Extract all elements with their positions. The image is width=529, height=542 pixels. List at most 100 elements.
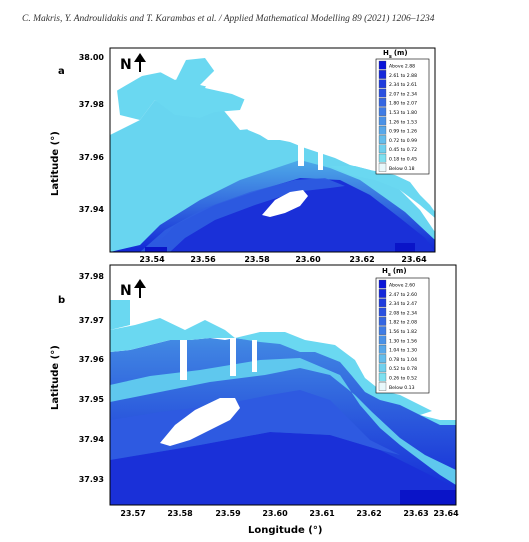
panel-b-xlabel: Longitude (°) (248, 525, 323, 536)
legend-swatch (378, 144, 387, 154)
legend-label: 0.26 to 0.52 (389, 376, 417, 382)
panel-a (110, 48, 435, 252)
panel-b-ytick-3: 37.96 (79, 355, 105, 364)
panel-b-xtick-5: 23.61 (309, 509, 335, 518)
panel-b-pier-2 (230, 338, 236, 376)
panel-a-mid-water (140, 178, 345, 252)
panel-a-strait (330, 166, 435, 218)
legend-swatch (378, 298, 387, 308)
panel-a-ytick-4: 37.94 (79, 205, 105, 214)
panel-b-xtick-6: 23.62 (356, 509, 381, 518)
panel-a-xticks: 23.54 23.56 23.58 23.60 23.62 23.64 (139, 255, 427, 264)
panel-b-xtick-8: 23.64 (433, 509, 459, 518)
panel-a-harbour-cyan (117, 55, 245, 120)
legend-swatch (378, 279, 387, 289)
page-header: C. Makris, Y. Androulidakis and T. Karam… (22, 14, 435, 24)
legend-swatch (378, 317, 387, 326)
legend-swatch (378, 125, 387, 135)
panel-b-ytick-5: 37.94 (79, 435, 105, 444)
legend-swatch (378, 60, 387, 70)
legend-swatch (378, 326, 387, 335)
legend-swatch (378, 98, 387, 107)
panel-a-legend-title: Hs (m) (383, 49, 408, 60)
panel-a-xtick-2: 23.56 (190, 255, 216, 264)
legend-label: 1.56 to 1.82 (389, 329, 417, 335)
panel-a-xtick-6: 23.64 (401, 255, 427, 264)
panel-b-xtick-7: 23.63 (403, 509, 428, 518)
panel-b-pier-1 (180, 340, 187, 380)
panel-b-xtick-2: 23.58 (167, 509, 193, 518)
panel-a-ytick-2: 37.98 (79, 100, 105, 109)
panel-b-ytick-2: 37.97 (79, 316, 104, 325)
panel-a-frame (109, 47, 436, 253)
panel-a-north-arrow-icon (134, 53, 146, 72)
legend-label: 2.61 to 2.88 (389, 73, 417, 79)
legend-swatch (378, 79, 387, 89)
legend-label: 1.53 to 1.80 (389, 110, 417, 116)
legend-label: Above 2.60 (389, 283, 415, 289)
legend-label: 1.30 to 1.56 (389, 338, 417, 344)
panel-a-pier-1 (298, 138, 304, 166)
panel-b-pier-3 (252, 340, 257, 372)
panel-b-ytick-1: 37.98 (79, 272, 105, 281)
legend-swatch (378, 153, 387, 163)
legend-label: 0.99 to 1.26 (389, 129, 417, 135)
legend-swatch (378, 382, 387, 391)
legend-label: 2.34 to 2.47 (389, 301, 417, 307)
legend-label: Above 2.88 (389, 64, 415, 70)
legend-swatch (378, 307, 387, 317)
panel-b-legend: Hs (m) Above 2.60 2.47 to 2.60 2.34 to 2.47… (375, 267, 430, 394)
panel-a-xtick-3: 23.58 (244, 255, 270, 264)
panel-b-xtick-1: 23.57 (120, 509, 145, 518)
panel-b-topleft-cyan (110, 300, 130, 330)
panel-b-harbour-cyan-2 (235, 332, 456, 425)
legend-label: Below 0.13 (389, 385, 415, 391)
legend-label: 0.52 to 0.78 (389, 366, 417, 372)
legend-swatch (378, 163, 387, 172)
legend-label: Below 0.18 (389, 166, 415, 172)
legend-label: 1.26 to 1.53 (389, 119, 417, 125)
panel-a-xtick-5: 23.62 (349, 255, 374, 264)
legend-swatch (378, 372, 387, 382)
panel-a-north-label: N (120, 57, 132, 73)
legend-label: 1.04 to 1.30 (389, 348, 417, 354)
legend-label: 1.80 to 2.07 (389, 101, 417, 107)
panel-a-ytick-1: 38.00 (79, 53, 105, 62)
panel-a-pier-2 (318, 146, 323, 170)
legend-swatch (378, 107, 387, 116)
legend-label: 2.08 to 2.34 (389, 310, 417, 316)
legend-swatch (378, 335, 387, 345)
legend-label: 2.07 to 2.34 (389, 91, 417, 97)
panel-b-ytick-6: 37.93 (79, 475, 104, 484)
panel-b-dark-strip (400, 490, 456, 505)
panel-a-shallow-band (110, 100, 435, 252)
panel-b-yticks: 37.98 37.97 37.96 37.95 37.94 37.93 (79, 272, 105, 484)
panel-b-east-land (420, 410, 456, 420)
panel-a-xtick-1: 23.54 (139, 255, 165, 264)
legend-label: 1.82 to 2.08 (389, 320, 417, 326)
panel-a-letter: a (58, 66, 65, 77)
panel-b-xtick-3: 23.59 (215, 509, 241, 518)
panel-b-xtick-4: 23.60 (262, 509, 288, 518)
panel-a-north-land (110, 48, 435, 188)
panel-b-harbour-cyan (110, 318, 235, 352)
panel-b-ytick-4: 37.95 (79, 395, 105, 404)
panel-a-xtick-4: 23.60 (295, 255, 321, 264)
panel-a-yticks: 38.00 37.98 37.96 37.94 (79, 53, 105, 214)
panel-b-deep-water (110, 432, 456, 505)
panel-b-legend-title: Hs (m) (382, 267, 407, 278)
panel-a-ytick-3: 37.96 (79, 153, 105, 162)
panel-b-north-label: N (120, 283, 132, 299)
panel-a-island (262, 190, 308, 217)
panel-a-legend: Hs (m) Above 2.88 2.61 to 2.88 2.34 to 2.61… (375, 49, 430, 175)
legend-swatch (378, 289, 387, 298)
legend-swatch (378, 354, 387, 363)
panel-a-dark-strip (145, 247, 167, 252)
legend-swatch (378, 70, 387, 79)
legend-label: 2.47 to 2.60 (389, 292, 417, 298)
legend-label: 0.72 to 0.99 (389, 138, 417, 144)
legend-label: 0.45 to 0.72 (389, 147, 417, 153)
panel-b-frame (109, 264, 457, 506)
legend-swatch (378, 88, 387, 98)
